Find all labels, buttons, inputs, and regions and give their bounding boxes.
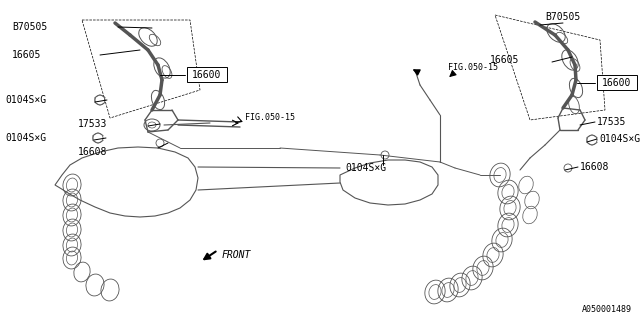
Text: 16605: 16605 [490,55,520,65]
Text: B70505: B70505 [545,12,580,22]
Text: 16600: 16600 [192,70,221,80]
Text: 0104S×G: 0104S×G [5,95,46,105]
Text: B70505: B70505 [12,22,47,32]
Bar [597,75,637,90]
Text: FRONT: FRONT [222,250,252,260]
Text: 17535: 17535 [597,117,627,127]
Text: FIG.050-15: FIG.050-15 [245,113,295,122]
Text: 16608: 16608 [580,162,609,172]
Text: 16605: 16605 [12,50,42,60]
Text: FIG.050-15: FIG.050-15 [448,63,498,73]
Text: 16600: 16600 [602,78,632,88]
Text: 0104S×G: 0104S×G [345,163,386,173]
Text: 0104S×G: 0104S×G [5,133,46,143]
Text: 17533: 17533 [78,119,108,129]
Text: A050001489: A050001489 [582,306,632,315]
Bar [187,67,227,82]
Text: 16608: 16608 [78,147,108,157]
Text: 0104S×G: 0104S×G [599,134,640,144]
